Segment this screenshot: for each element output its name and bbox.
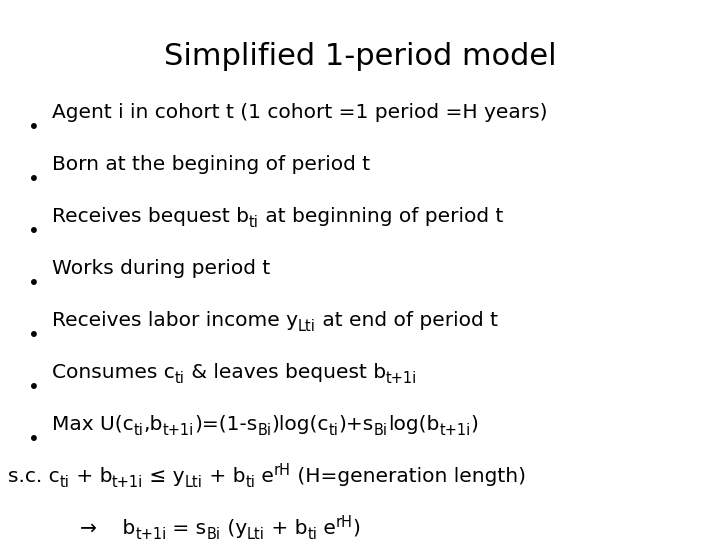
Text: & leaves bequest b: & leaves bequest b — [184, 363, 386, 382]
Text: )+s: )+s — [338, 415, 374, 434]
Text: ti: ti — [245, 475, 255, 490]
Text: + b: + b — [202, 467, 245, 486]
Text: log(b: log(b — [388, 415, 439, 434]
Text: Works during period t: Works during period t — [52, 259, 270, 278]
Text: Agent i in cohort t (1 cohort =1 period =H years): Agent i in cohort t (1 cohort =1 period … — [52, 103, 547, 122]
Text: Max U(c: Max U(c — [52, 415, 134, 434]
Text: t+1i: t+1i — [112, 475, 143, 490]
Text: Consumes c: Consumes c — [52, 363, 175, 382]
Text: ti: ti — [60, 475, 70, 490]
Text: •: • — [28, 170, 40, 189]
Text: Simplified 1-period model: Simplified 1-period model — [163, 42, 557, 71]
Text: e: e — [317, 519, 336, 538]
Text: ti: ti — [307, 527, 317, 540]
Text: •: • — [28, 222, 40, 241]
Text: Lti: Lti — [185, 475, 202, 490]
Text: ti: ti — [134, 423, 143, 438]
Text: ≤ y: ≤ y — [143, 467, 185, 486]
Text: + b: + b — [70, 467, 112, 486]
Text: Receives labor income y: Receives labor income y — [52, 311, 298, 330]
Text: Bi: Bi — [374, 423, 388, 438]
Text: ,b: ,b — [143, 415, 163, 434]
Text: Lti: Lti — [247, 527, 265, 540]
Text: e: e — [255, 467, 274, 486]
Text: at end of period t: at end of period t — [316, 311, 498, 330]
Text: Bi: Bi — [207, 527, 220, 540]
Text: = s: = s — [166, 519, 207, 538]
Text: •: • — [28, 326, 40, 345]
Text: at beginning of period t: at beginning of period t — [259, 207, 503, 226]
Text: •: • — [28, 430, 40, 449]
Text: t+1i: t+1i — [439, 423, 470, 438]
Text: ti: ti — [249, 215, 259, 230]
Text: ti: ti — [329, 423, 338, 438]
Text: + b: + b — [265, 519, 307, 538]
Text: (y: (y — [220, 519, 247, 538]
Text: ): ) — [353, 519, 361, 538]
Text: •: • — [28, 378, 40, 397]
Text: rH: rH — [274, 463, 291, 478]
Text: t+1i: t+1i — [386, 371, 417, 386]
Text: rH: rH — [336, 516, 353, 530]
Text: t+1i: t+1i — [135, 527, 166, 540]
Text: •: • — [28, 274, 40, 293]
Text: s.c. c: s.c. c — [8, 467, 60, 486]
Text: (H=generation length): (H=generation length) — [291, 467, 526, 486]
Text: t+1i: t+1i — [163, 423, 194, 438]
Text: ): ) — [470, 415, 478, 434]
Text: )log(c: )log(c — [271, 415, 329, 434]
Text: →    b: → b — [80, 519, 135, 538]
Text: •: • — [28, 118, 40, 137]
Text: ti: ti — [175, 371, 184, 386]
Text: Born at the begining of period t: Born at the begining of period t — [52, 155, 370, 174]
Text: )=(1-s: )=(1-s — [194, 415, 257, 434]
Text: Receives bequest b: Receives bequest b — [52, 207, 249, 226]
Text: Bi: Bi — [257, 423, 271, 438]
Text: Lti: Lti — [298, 319, 316, 334]
